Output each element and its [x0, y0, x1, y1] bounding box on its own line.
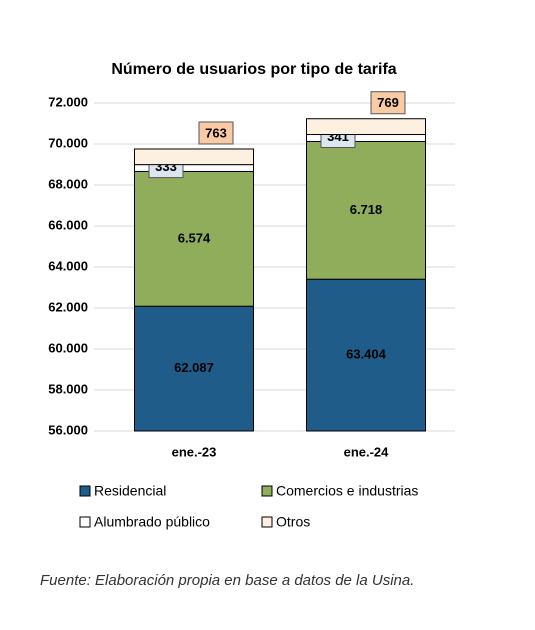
- legend-label: Residencial: [94, 483, 166, 499]
- source-note: Fuente: Elaboración propia en base a dat…: [40, 572, 414, 589]
- legend-label: Otros: [276, 514, 310, 530]
- y-tick-label: 64.000: [48, 258, 88, 273]
- y-tick-label: 58.000: [48, 381, 88, 396]
- value-label: 6.574: [178, 230, 211, 245]
- y-tick-label: 72.000: [48, 94, 88, 109]
- y-tick-label: 70.000: [48, 135, 88, 150]
- value-label: 6.718: [350, 202, 383, 217]
- chart-title: Número de usuarios por tipo de tarifa: [111, 61, 396, 78]
- value-label-box: [370, 91, 406, 115]
- y-tick-label: 62.000: [48, 299, 88, 314]
- bar-segment: [134, 170, 254, 307]
- y-tick-label: 66.000: [48, 217, 88, 232]
- value-label: 62.087: [174, 360, 214, 375]
- legend-swatch: [261, 485, 273, 497]
- legend-swatch: [79, 516, 91, 528]
- legend-label: Comercios e industrias: [276, 483, 418, 499]
- bar-segment: [134, 148, 254, 166]
- bar-segment: [306, 140, 426, 280]
- x-tick-label: ene.-23: [172, 444, 217, 459]
- bar-segment: [306, 278, 426, 432]
- legend-label: Alumbrado público: [94, 514, 210, 530]
- y-tick-label: 56.000: [48, 422, 88, 437]
- value-label: 769: [377, 95, 399, 110]
- x-tick-label: ene.-24: [344, 444, 390, 459]
- value-label: 763: [205, 125, 227, 140]
- bar-segment: [306, 118, 426, 136]
- value-label-box: [198, 121, 234, 145]
- legend-swatch: [261, 516, 273, 528]
- y-tick-label: 68.000: [48, 176, 88, 191]
- y-tick-label: 60.000: [48, 340, 88, 355]
- value-label: 63.404: [346, 347, 387, 362]
- legend-swatch: [79, 485, 91, 497]
- bar-segment: [134, 305, 254, 432]
